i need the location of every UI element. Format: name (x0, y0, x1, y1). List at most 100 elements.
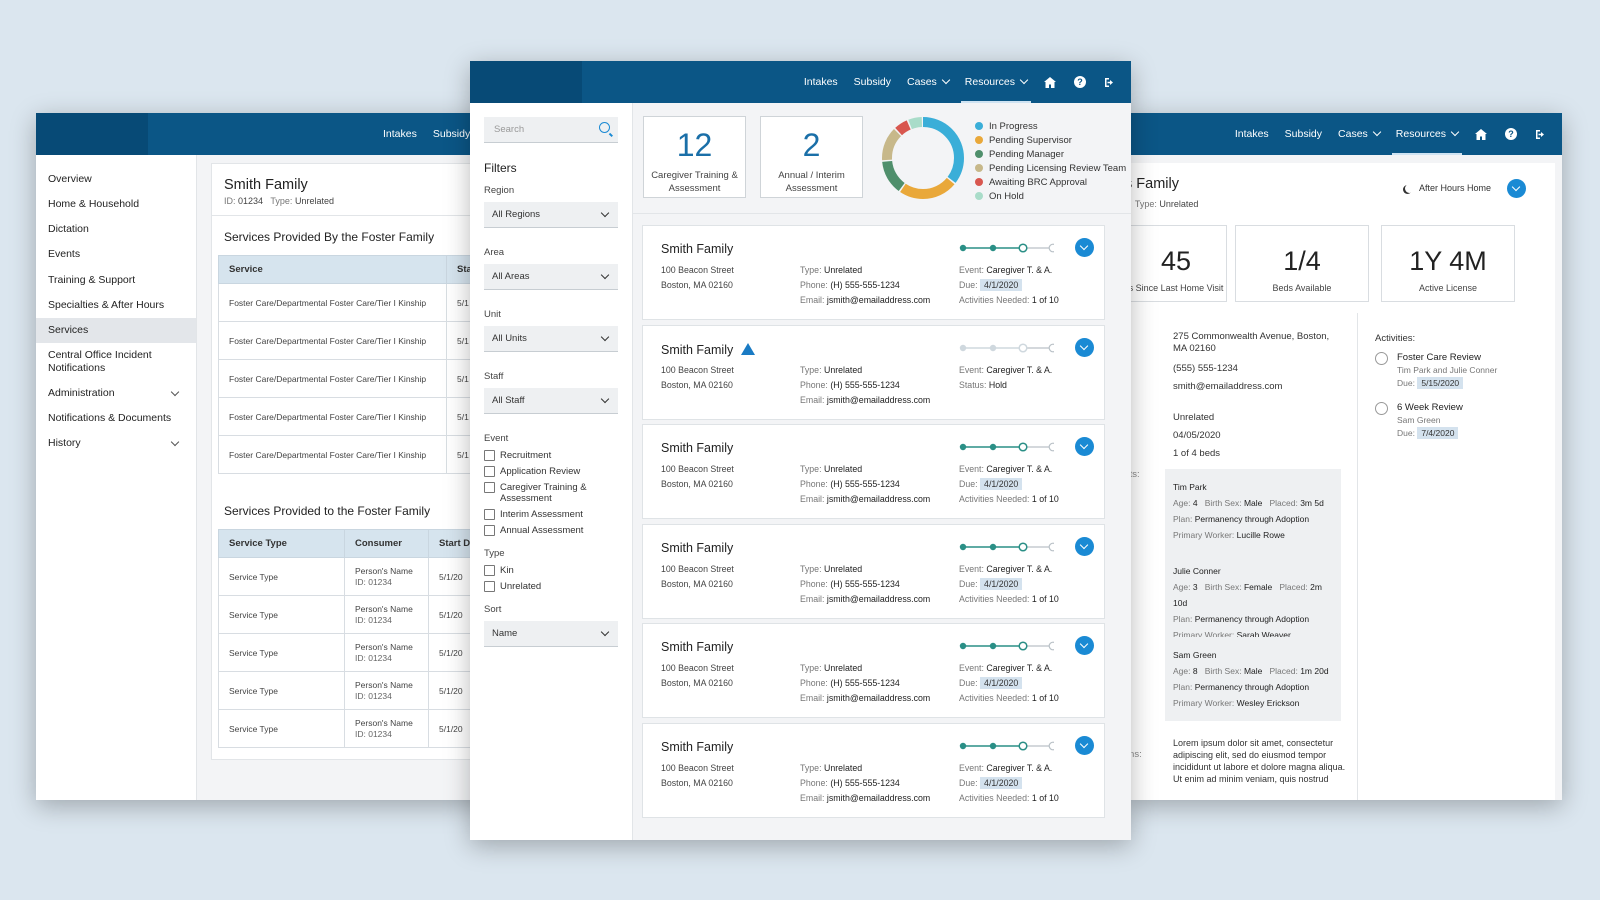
donut-slice (882, 117, 964, 199)
sidebar-item[interactable]: Services (36, 317, 196, 343)
child-card[interactable]: Tim Park Age: 4 Birth Sex: Male Placed: 3… (1165, 469, 1341, 553)
checkbox-icon[interactable] (484, 525, 495, 536)
filter-checkbox[interactable]: Annual Assessment (484, 525, 618, 536)
chevron-down-icon[interactable] (170, 387, 180, 396)
nav-intakes[interactable]: Intakes (803, 76, 838, 88)
contact-row: Phone: (H) 555-555-1234 (800, 578, 900, 589)
help-icon[interactable]: ? (1073, 75, 1087, 89)
staff-select[interactable]: All Staff (484, 388, 618, 414)
checkbox-label: Caregiver Training & Assessment (500, 482, 587, 504)
sidebar-item[interactable]: Administration (36, 381, 196, 406)
stepper-dot (959, 642, 967, 650)
column-header[interactable]: Consumer (344, 529, 429, 558)
family-card[interactable]: Smith Family 100 Beacon Street Boston, MA … (642, 424, 1105, 519)
kpi-caregiver-training[interactable]: 12 Caregiver Training & Assessment (643, 116, 746, 198)
activities-row: Activities Needed: 1 of 10 (959, 792, 1059, 803)
stepper-dot (959, 244, 967, 252)
filter-checkbox[interactable]: Kin (484, 565, 618, 576)
checkbox-icon[interactable] (484, 581, 495, 592)
stepper-dot (959, 543, 967, 550)
child-name: Tim Park (1173, 482, 1207, 492)
checkbox-icon[interactable] (484, 509, 495, 520)
kpi-annual-interim[interactable]: 2 Annual / Interim Assessment (760, 116, 863, 198)
column-header[interactable]: Service (218, 255, 447, 284)
stepper-dot (959, 742, 967, 749)
activity-item[interactable]: 6 Week Review Sam Green Due: 7/4/2020 (1375, 401, 1545, 451)
expand-button[interactable] (1075, 735, 1094, 755)
sidebar-item[interactable]: Home & Household (36, 192, 196, 217)
region-select[interactable]: All Regions (484, 202, 618, 228)
area-select[interactable]: All Areas (484, 264, 618, 290)
status-row: Due: 4/1/2020 (959, 577, 1059, 592)
logout-icon[interactable] (1534, 127, 1548, 141)
family-name: Smith Family (661, 739, 734, 754)
contact-row: Email: jsmith@emailaddress.com (800, 593, 931, 604)
filter-checkbox[interactable]: Recruitment (484, 450, 618, 461)
legend-item: Pending Licensing Review Team (975, 161, 1126, 175)
checkbox-icon[interactable] (484, 482, 495, 493)
family-card[interactable]: Smith Family 100 Beacon Street Boston, MA … (642, 722, 1105, 818)
nav-subsidy[interactable]: Subsidy (1284, 128, 1323, 140)
child-meta: Age: 8 Birth Sex: Male Placed: 1m 20d (1173, 666, 1329, 676)
nav-intakes[interactable]: Intakes (383, 128, 417, 140)
nav-intakes[interactable]: Intakes (1234, 128, 1269, 140)
home-icon[interactable] (1043, 75, 1057, 89)
caseload-window: Intakes Subsidy Cases Resources ? Search… (470, 61, 1131, 840)
sidebar-item[interactable]: Specialties & After Hours (36, 293, 196, 318)
help-icon[interactable]: ? (1504, 127, 1518, 141)
sidebar-item[interactable]: Overview (36, 167, 196, 192)
filter-checkbox[interactable]: Unrelated (484, 581, 618, 592)
sidebar-item[interactable]: Training & Support (36, 268, 196, 293)
expand-button[interactable] (1075, 636, 1094, 655)
logo (36, 113, 148, 155)
chevron-down-icon[interactable] (170, 437, 180, 447)
contact-row: Type: Unrelated (800, 663, 863, 673)
checkbox-icon[interactable] (484, 466, 495, 477)
filter-checkbox[interactable]: Interim Assessment (484, 509, 618, 520)
search-input[interactable]: Search (484, 117, 618, 143)
column-header[interactable]: Service Type (218, 529, 345, 558)
sidebar-item[interactable]: Notifications & Documents (36, 406, 196, 431)
sidebar-item[interactable]: Events (36, 242, 196, 267)
nav-subsidy[interactable]: Subsidy (853, 76, 892, 88)
contact-block: Type: Unrelated Phone: (H) 555-555-1234 Em… (800, 462, 930, 507)
sidebar-item[interactable]: Dictation (36, 217, 196, 242)
family-card[interactable]: Smith Family 100 Beacon Street Boston, MA … (642, 225, 1105, 320)
chevron-down-icon (600, 394, 610, 404)
sidebar-item[interactable]: History (36, 431, 196, 456)
expand-button[interactable] (1075, 536, 1094, 556)
checkbox-icon[interactable] (484, 450, 495, 461)
family-card[interactable]: Smith Family 100 Beacon Street Boston, MA … (642, 623, 1105, 718)
progress-stepper (959, 541, 1054, 552)
activity-item[interactable]: Foster Care Review Tim Park and Julie Con… (1375, 351, 1545, 401)
filter-checkbox[interactable]: Application Review (484, 466, 618, 477)
stepper-dot (989, 244, 997, 252)
nav-subsidy[interactable]: Subsidy (432, 128, 471, 140)
nav-cases[interactable]: Cases (907, 75, 951, 88)
activity-who: Tim Park and Julie Conner (1397, 365, 1498, 375)
expand-button[interactable] (1075, 437, 1094, 456)
home-icon[interactable] (1474, 127, 1488, 141)
filter-checkbox[interactable]: Caregiver Training & Assessment (484, 482, 618, 504)
nav-resources[interactable]: Resources (960, 75, 1032, 103)
expand-button[interactable] (1075, 337, 1094, 357)
sidebar-item[interactable]: Central Office Incident Notifications (36, 343, 196, 381)
child-card[interactable]: Julie Conner Age: 3 Birth Sex: Female Pla… (1165, 553, 1341, 653)
family-card[interactable]: Smith Family 100 Beacon Street Boston, MA … (642, 523, 1105, 619)
expand-button[interactable] (1075, 238, 1094, 257)
nav-resources[interactable]: Resources (1391, 127, 1463, 155)
top-nav-bar: Intakes Subsidy Cases Resources ? (470, 61, 1131, 103)
radio-button[interactable] (1375, 352, 1388, 365)
radio-button[interactable] (1375, 402, 1388, 415)
logout-icon[interactable] (1103, 75, 1117, 89)
expand-button[interactable] (1507, 179, 1526, 198)
street: 100 Beacon Street (661, 563, 734, 574)
nav-cases[interactable]: Cases (1338, 127, 1382, 140)
contact-row: Phone: (H) 555-555-1234 (800, 678, 900, 688)
unit-select[interactable]: All Units (484, 326, 618, 352)
sort-select[interactable]: Name (484, 621, 618, 647)
stepper-dot (1018, 541, 1028, 552)
child-card[interactable]: Sam Green Age: 8 Birth Sex: Male Placed: … (1165, 637, 1341, 721)
family-card[interactable]: Smith Family 100 Beacon Street Boston, MA … (642, 324, 1105, 420)
checkbox-icon[interactable] (484, 565, 495, 576)
